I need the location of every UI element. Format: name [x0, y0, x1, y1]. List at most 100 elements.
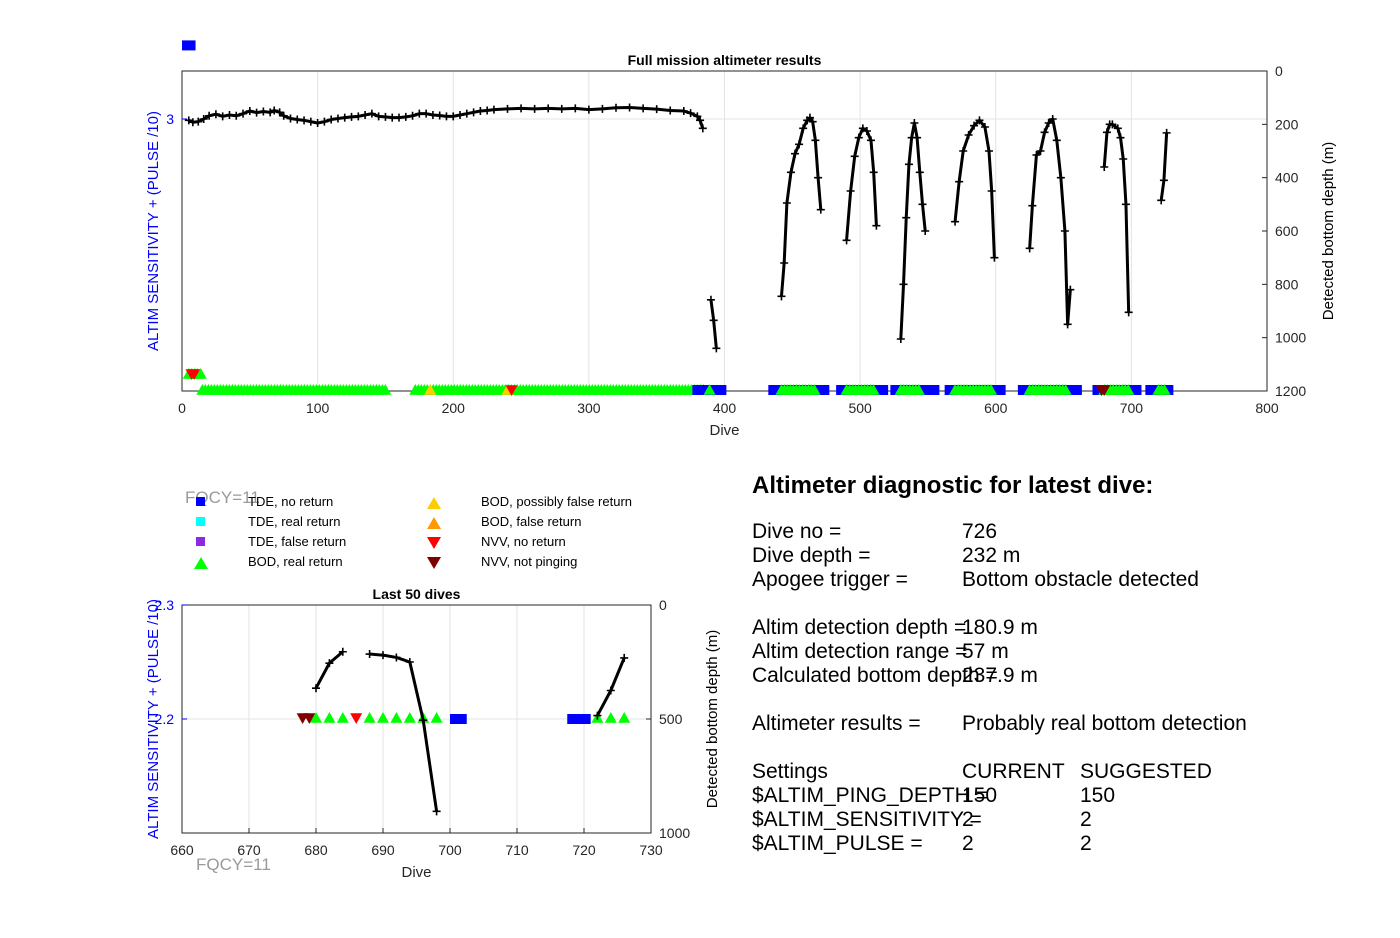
plot1-depth-point-4-5 [910, 119, 919, 127]
plot2-depth-point-0-0 [312, 684, 320, 693]
plot1-depth-point-0-28 [361, 111, 370, 119]
plot1-depth-point-6-0 [1025, 244, 1034, 253]
plot1-marker-208 [808, 384, 821, 395]
plot1-depth-point-4-6 [913, 133, 922, 142]
plot1-depth-point-5-6 [980, 123, 989, 131]
plot1-depth-point-5-4 [970, 121, 979, 130]
plot2-y2-tick-label-0: 0 [659, 597, 667, 613]
legend-marker-4 [427, 497, 441, 509]
plot1-depth-point-0-61 [679, 107, 688, 115]
plot1-depth-point-0-37 [422, 109, 431, 118]
plot1-depth-point-5-9 [990, 253, 999, 262]
plot1-depth-point-0-10 [245, 107, 254, 115]
plot1-depth-point-0-0 [184, 116, 193, 125]
plot2-marker-5 [390, 712, 403, 723]
plot1-marker-6 [188, 369, 201, 380]
plot1-depth-point-6-7 [1052, 136, 1061, 145]
plot1-depth-point-0-5 [211, 110, 220, 119]
dive-no-value: 726 [962, 520, 998, 543]
plot1-depth-point-6-8 [1056, 173, 1065, 182]
plot1-marker-352 [1158, 384, 1171, 395]
plot1-depth-point-0-60 [666, 106, 675, 115]
plot1-depth-point-0-26 [347, 112, 356, 121]
plot1-depth-point-4-0 [896, 335, 905, 343]
plot1-depth-point-0-27 [354, 112, 363, 121]
plot1-depth-point-7-1 [1102, 128, 1111, 137]
setting-sensitivity-suggested: 2 [1080, 808, 1092, 831]
plot1-marker-331 [1131, 385, 1142, 395]
altim-detection-range-label: Altim detection range = [752, 640, 968, 663]
plot1-depth-point-5-1 [955, 177, 964, 186]
plot1-depth-line-6 [1028, 117, 1072, 326]
plot1-depth-point-0-4 [205, 111, 214, 120]
plot1-depth-point-7-4 [1113, 124, 1122, 133]
legend-label-3: BOD, real return [248, 554, 343, 569]
legend-label-1: TDE, real return [248, 514, 341, 529]
legend-marker-2 [196, 537, 205, 546]
plot1-depth-point-0-7 [225, 111, 234, 119]
altimeter-results-label: Altimeter results = [752, 712, 921, 735]
plot1-y2-tick-label-5: 1000 [1275, 330, 1306, 346]
plot1-depth-point-5-2 [959, 147, 968, 155]
plot1-x-tick-label-7: 700 [1120, 400, 1144, 416]
legend-marker-6 [427, 537, 441, 549]
plot1-depth-point-5-0 [951, 217, 960, 226]
plot1-y2-tick-label-3: 600 [1275, 223, 1299, 239]
legend-marker-3 [194, 557, 208, 569]
plot1-depth-point-7-8 [1124, 308, 1133, 317]
plot1-x-tick-label-0: 0 [178, 400, 186, 416]
plot1-depth-point-0-14 [270, 106, 279, 115]
plot1-y-tick-label-0: 3 [166, 111, 174, 127]
plot1-depth-point-2-4 [791, 149, 800, 158]
plot1-depth-point-0-11 [252, 108, 261, 117]
plot2-depth-point-0-1 [325, 659, 334, 668]
plot2-title: Last 50 dives [373, 586, 461, 602]
plot1-marker-254 [912, 384, 925, 395]
plot1-depth-point-1-0 [706, 295, 715, 304]
plot1-marker-196 [819, 385, 830, 395]
plot1-depth-point-3-6 [866, 136, 875, 145]
plot1-depth-point-0-56 [612, 103, 620, 112]
legend-label-0: TDE, no return [248, 494, 334, 509]
plot1-depth-point-5-5 [975, 116, 984, 125]
plot1-depth-point-0-6 [218, 112, 227, 121]
plot1-depth-point-0-57 [625, 103, 634, 112]
plot2-y-axis-label: ALTIM SENSITIVITY + (PULSE /10) [145, 599, 162, 839]
legend-label-5: BOD, false return [481, 514, 582, 529]
plot1-depth-point-0-58 [639, 104, 648, 113]
plot2-depth-point-1-4 [419, 716, 428, 725]
plot1-x-tick-label-2: 200 [442, 400, 466, 416]
plot1-depth-point-2-2 [782, 199, 791, 207]
plot2-depth-point-1-3 [405, 658, 414, 666]
plot2-marker-2 [336, 712, 349, 723]
setting-sensitivity-name: $ALTIM_SENSITIVITY = [752, 808, 982, 831]
plot1-marker-166 [424, 384, 437, 395]
plot1-depth-point-3-5 [862, 127, 871, 135]
plot1-depth-point-0-8 [232, 111, 241, 120]
plot1-depth-point-0-40 [442, 112, 451, 121]
plot1-depth-point-0-53 [571, 104, 580, 113]
plot1-y2-tick-label-2: 400 [1275, 170, 1299, 186]
plot1-marker-178 [703, 384, 716, 395]
plot1-depth-point-2-5 [795, 140, 804, 149]
plot1-depth-point-6-2 [1032, 151, 1041, 159]
plot1-marker-340 [1122, 384, 1135, 395]
plot1-depth-point-2-0 [777, 292, 786, 301]
calculated-bottom-depth-value: 237.9 m [962, 664, 1038, 687]
plot2-marker-10 [604, 712, 617, 723]
plot1-marker-223 [878, 385, 889, 395]
plot1-y2-tick-label-1: 200 [1275, 116, 1299, 132]
plot1-depth-point-2-11 [814, 173, 823, 182]
plot1-depth-point-0-59 [652, 105, 661, 114]
plot1-depth-point-0-54 [584, 105, 593, 114]
plot1-y2-tick-label-4: 800 [1275, 276, 1299, 292]
plot1-depth-point-0-12 [259, 107, 268, 116]
legend-marker-5 [427, 517, 441, 529]
plot1-depth-point-1-2 [712, 344, 721, 353]
plot1-depth-point-6-4 [1040, 128, 1049, 137]
plot1-depth-point-4-1 [899, 280, 908, 289]
settings-header-current: CURRENT [962, 760, 1065, 783]
apogee-trigger-value: Bottom obstacle detected [962, 568, 1199, 591]
legend-marker-0 [196, 497, 205, 506]
